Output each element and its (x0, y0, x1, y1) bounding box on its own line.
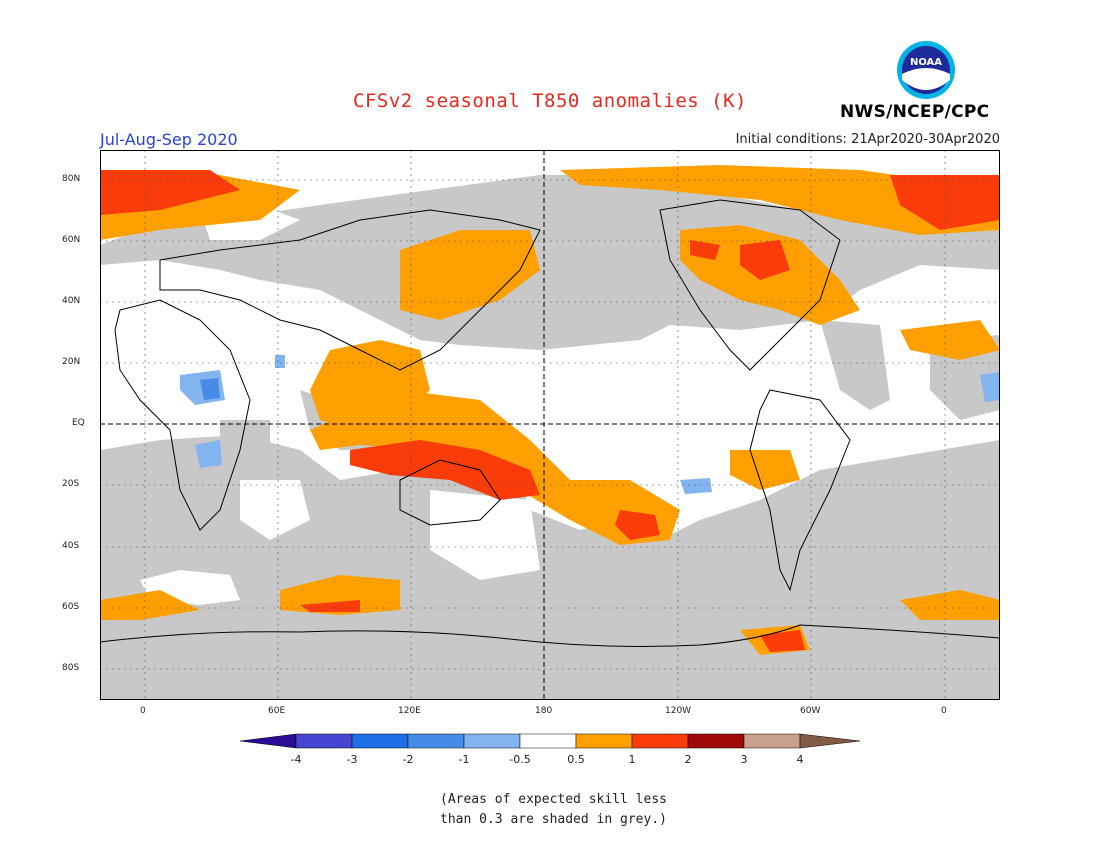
chart-title: CFSv2 seasonal T850 anomalies (K) (353, 90, 747, 112)
skill-note-line-2: than 0.3 are shaded in grey.) (440, 812, 667, 827)
colorbar-label-0p5: 0.5 (567, 753, 585, 766)
blue-africa-core (200, 378, 220, 400)
lon-label-60w: 60W (800, 706, 821, 716)
red-canada-west (690, 240, 720, 260)
anomaly-map (100, 150, 1000, 700)
colorbar-bin-7 (631, 733, 689, 749)
red-south-indian (300, 600, 360, 612)
colorbar-label-minus0p5: -0.5 (509, 753, 530, 766)
colorbar-bin-1 (295, 733, 353, 749)
skill-note-line-1: (Areas of expected skill less (440, 792, 667, 807)
coast-africa (114, 299, 251, 531)
lat-label-80s: 80S (62, 663, 80, 673)
lat-label-40n: 40N (62, 296, 81, 306)
colorbar-label-2: 2 (685, 753, 692, 766)
red-antarctic-peninsula (760, 630, 805, 652)
noaa-logo-text: NOAA (910, 57, 942, 68)
colorbar-label-minus2: -2 (403, 753, 414, 766)
coast-eurasia (159, 209, 541, 371)
colorbar-label-4: 4 (797, 753, 804, 766)
colorbar-label-minus1: -1 (459, 753, 470, 766)
red-arctic-east (890, 175, 1000, 230)
colorbar-bin-8 (687, 733, 745, 749)
noaa-logo: NOAA (897, 41, 955, 99)
lat-label-80n: 80N (62, 174, 81, 184)
lon-label-0: 0 (140, 706, 146, 716)
agency-label: NWS/NCEP/CPC (840, 102, 990, 122)
light-blue-africa-south (195, 440, 222, 468)
season-label: Jul-Aug-Sep 2020 (100, 130, 238, 149)
orange-north-atlantic (900, 320, 1000, 360)
lat-label-60n: 60N (62, 235, 81, 245)
grey-atlantic (820, 320, 890, 410)
colorbar-bin-2 (351, 733, 409, 749)
colorbar-label-3: 3 (741, 753, 748, 766)
light-blue-atlantic (980, 372, 1000, 402)
colorbar-label-minus4: -4 (291, 753, 302, 766)
colorbar-label-minus3: -3 (347, 753, 358, 766)
lat-label-40s: 40S (62, 541, 80, 551)
orange-south-america (730, 450, 800, 490)
lon-label-60e: 60E (268, 706, 286, 716)
light-blue-south-pacific (680, 478, 712, 494)
lon-label-120e: 120E (398, 706, 421, 716)
red-arctic-west (100, 170, 240, 215)
orange-south-atlantic-west (100, 590, 200, 620)
noaa-logo-wave (902, 68, 950, 90)
initial-conditions-label: Initial conditions: 21Apr2020-30Apr2020 (735, 132, 1000, 147)
coast-north-america (659, 199, 841, 371)
red-australia (350, 440, 540, 500)
map-border (100, 150, 1000, 700)
colorbar-bin-3 (407, 733, 465, 749)
anomaly-1-2 (100, 170, 1000, 652)
lat-label-eq: EQ (72, 418, 85, 428)
anomaly-negative (180, 355, 1000, 494)
red-south-pacific (615, 510, 660, 540)
colorbar-bin-4 (463, 733, 521, 749)
graticule (100, 150, 1000, 700)
lon-label-180: 180 (535, 706, 553, 716)
colorbar-arrow-min (240, 733, 297, 749)
colorbar-label-1: 1 (629, 753, 636, 766)
colorbar-bin-5 (519, 733, 577, 749)
colorbar-bin-9 (743, 733, 801, 749)
lat-label-20s: 20S (62, 479, 80, 489)
coastlines (100, 199, 1000, 647)
grey-africa (220, 420, 270, 480)
orange-arctic-east (560, 165, 1000, 235)
white-patch-south-africa (240, 480, 310, 540)
colorbar-arrow-max (799, 733, 860, 749)
coast-south-america (749, 389, 851, 592)
skill-note: (Areas of expected skill less than 0.3 a… (440, 790, 770, 830)
lat-label-60s: 60S (62, 602, 80, 612)
coast-antarctica (100, 624, 1000, 647)
lon-label-0-east: 0 (941, 706, 947, 716)
red-hudson-bay (740, 240, 790, 280)
orange-south-atlantic-east (900, 590, 1000, 620)
white-patch-australia-south (430, 490, 540, 580)
reference-lines (100, 150, 1000, 700)
colorbar: -4 -3 -2 -1 -0.5 0.5 1 2 3 4 (240, 733, 860, 766)
lat-label-20n: 20N (62, 357, 81, 367)
light-blue-arabia (275, 355, 285, 368)
coast-australia (399, 459, 501, 526)
orange-east-asia (400, 230, 540, 320)
colorbar-bin-6 (575, 733, 633, 749)
lon-label-120w: 120W (665, 706, 692, 716)
